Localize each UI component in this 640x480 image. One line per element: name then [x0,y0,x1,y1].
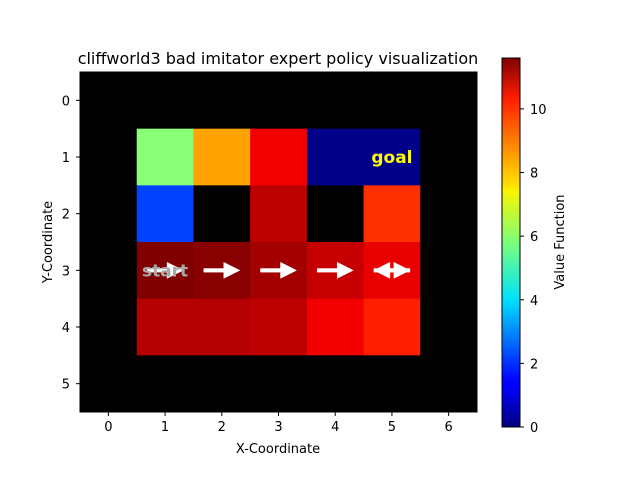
x-tick-label: 0 [104,420,112,435]
x-tick-label: 2 [218,420,226,435]
heatmap-cell [420,298,478,356]
x-axis-label: X-Coordinate [236,442,320,457]
heatmap-cell [80,185,138,243]
heatmap-cell [420,355,478,413]
heatmap-grid [80,72,478,413]
cell-annotations: goal start [142,148,413,281]
heatmap-cell [193,185,251,243]
heatmap-cell [80,298,138,356]
x-tick-label: 3 [274,420,282,435]
heatmap-cell [250,185,308,243]
colorbar [501,57,521,428]
x-axis-ticks: 0 1 2 3 4 5 6 [104,412,453,435]
policy-arrows [146,261,411,279]
y-tick-label: 4 [62,321,70,336]
heatmap-cell [136,185,194,243]
y-tick-label: 0 [62,94,70,109]
x-tick-label: 5 [388,420,396,435]
heatmap-cell [306,185,365,243]
heatmap-cell [363,72,421,130]
heatmap-cell [250,72,308,130]
y-tick-label: 3 [62,264,70,279]
heatmap-cell [80,128,138,186]
heatmap-cell [306,72,365,130]
policy-arrow-right [260,261,298,279]
heatmap-cell [420,128,478,186]
colorbar-label: Value Function [553,194,568,289]
y-tick-label: 2 [62,208,70,223]
colorbar-tick-label: 6 [530,230,538,245]
heatmap-cell [363,355,421,413]
colorbar-tick-label: 10 [530,103,547,118]
policy-arrow-right [146,261,184,279]
policy-arrow-right [373,261,411,279]
heatmap-cell [193,72,251,130]
heatmap-cell [420,72,478,130]
policy-arrow-right [203,261,241,279]
heatmap-cell [250,128,308,186]
colorbar-tick-label: 8 [530,167,538,182]
annotation-start: start [142,261,188,281]
y-tick-label: 1 [62,151,70,166]
heatmap-cell [363,298,421,356]
heatmap-cell [193,355,251,413]
heatmap-cell [306,298,365,356]
heatmap-cell [250,355,308,413]
colorbar-tick-label: 2 [530,357,538,372]
heatmap-cell [80,242,138,300]
heatmap-cell [136,355,194,413]
heatmap-cell [250,298,308,356]
annotation-goal: goal [371,148,412,168]
heatmap-cell [136,72,194,130]
heatmap-cell [420,185,478,243]
heatmap-cell [136,128,194,186]
heatmap-cell [80,355,138,413]
colorbar-tick-label: 4 [530,294,538,309]
x-tick-label: 6 [445,420,453,435]
heatmap-cell [420,242,478,300]
heatmap-cell [363,128,421,186]
x-tick-label: 4 [331,420,339,435]
heatmap-cell [136,298,194,356]
colorbar-tick-label: 0 [530,421,538,436]
y-axis-label: Y-Coordinate [41,201,56,284]
heatmap-cell [80,72,138,130]
heatmap-cell [193,128,251,186]
heatmap-cell [363,185,421,243]
y-tick-label: 5 [62,378,70,393]
heatmap-cell [306,355,365,413]
x-tick-label: 1 [161,420,169,435]
policy-arrow-right [316,261,354,279]
y-axis-ticks: 0 1 2 3 4 5 [62,94,80,393]
heatmap-cell [306,128,365,186]
heatmap-cell [193,298,251,356]
colorbar-ticks: 0 2 4 6 8 10 [520,103,547,436]
chart-title: cliffworld3 bad imitator expert policy v… [78,49,479,68]
